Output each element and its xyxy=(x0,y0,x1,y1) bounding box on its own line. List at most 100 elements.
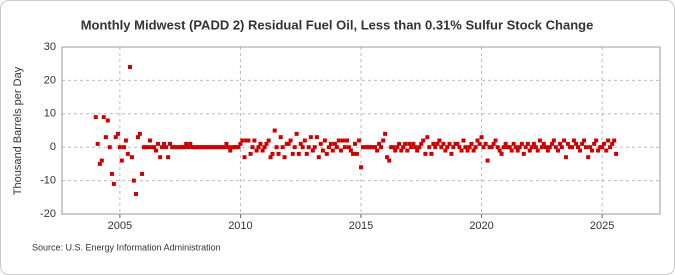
point xyxy=(479,135,484,140)
point xyxy=(415,148,420,153)
point xyxy=(588,145,593,150)
point xyxy=(519,141,524,146)
point xyxy=(129,155,134,160)
point xyxy=(154,148,159,153)
point xyxy=(608,145,613,150)
point xyxy=(477,141,482,146)
point xyxy=(121,145,126,150)
point xyxy=(111,181,116,186)
point xyxy=(268,155,273,160)
point xyxy=(513,145,518,150)
point xyxy=(419,141,424,146)
chart-title: Monthly Midwest (PADD 2) Residual Fuel O… xyxy=(81,17,594,32)
point xyxy=(467,145,472,150)
point xyxy=(328,141,333,146)
point xyxy=(383,131,388,136)
point xyxy=(354,151,359,156)
point xyxy=(590,148,595,153)
point xyxy=(592,141,597,146)
point xyxy=(381,138,386,143)
point xyxy=(614,151,619,156)
point xyxy=(222,145,227,150)
point xyxy=(182,145,187,150)
point xyxy=(314,135,319,140)
point xyxy=(294,131,299,136)
point xyxy=(411,141,416,146)
point xyxy=(134,191,139,196)
point xyxy=(505,145,510,150)
point xyxy=(330,148,335,153)
point xyxy=(109,171,114,176)
point xyxy=(537,138,542,143)
point xyxy=(351,151,356,156)
point xyxy=(594,138,599,143)
point xyxy=(543,145,548,150)
point xyxy=(421,138,426,143)
point xyxy=(117,145,122,150)
x-tick-label: 2015 xyxy=(349,220,373,232)
point xyxy=(180,145,185,150)
point xyxy=(529,145,534,150)
point xyxy=(437,138,442,143)
point xyxy=(441,141,446,146)
point xyxy=(97,161,102,166)
point xyxy=(551,138,556,143)
point xyxy=(574,141,579,146)
point xyxy=(431,141,436,146)
point xyxy=(523,145,528,150)
point xyxy=(533,145,538,150)
point xyxy=(586,155,591,160)
point xyxy=(290,151,295,156)
point xyxy=(465,148,470,153)
point xyxy=(387,158,392,163)
point xyxy=(471,148,476,153)
point xyxy=(107,145,112,150)
point xyxy=(435,141,440,146)
point xyxy=(99,158,104,163)
y-tick-label: -10 xyxy=(40,175,56,187)
point xyxy=(399,148,404,153)
y-tick-label: 0 xyxy=(50,141,56,153)
point xyxy=(391,145,396,150)
point xyxy=(379,145,384,150)
point xyxy=(501,145,506,150)
point xyxy=(312,145,317,150)
point xyxy=(95,141,100,146)
point xyxy=(240,138,245,143)
point xyxy=(246,138,251,143)
point xyxy=(184,141,189,146)
point xyxy=(409,145,414,150)
point xyxy=(451,145,456,150)
point xyxy=(256,145,261,150)
point xyxy=(278,135,283,140)
x-tick-label: 2010 xyxy=(228,220,252,232)
point xyxy=(425,135,430,140)
point xyxy=(571,138,576,143)
point xyxy=(541,141,546,146)
point xyxy=(306,145,311,150)
point xyxy=(445,145,450,150)
point xyxy=(316,155,321,160)
point xyxy=(449,151,454,156)
point xyxy=(483,141,488,146)
point xyxy=(569,145,574,150)
point xyxy=(372,145,377,150)
point xyxy=(158,155,163,160)
point xyxy=(497,148,502,153)
point xyxy=(166,155,171,160)
point xyxy=(576,145,581,150)
point xyxy=(93,115,98,120)
point xyxy=(264,141,269,146)
point xyxy=(210,145,215,150)
point xyxy=(459,148,464,153)
point xyxy=(310,148,315,153)
point xyxy=(238,141,243,146)
point xyxy=(338,148,343,153)
point xyxy=(507,145,512,150)
point xyxy=(397,141,402,146)
point xyxy=(405,148,410,153)
point xyxy=(563,155,568,160)
point xyxy=(228,148,233,153)
point xyxy=(236,145,241,150)
